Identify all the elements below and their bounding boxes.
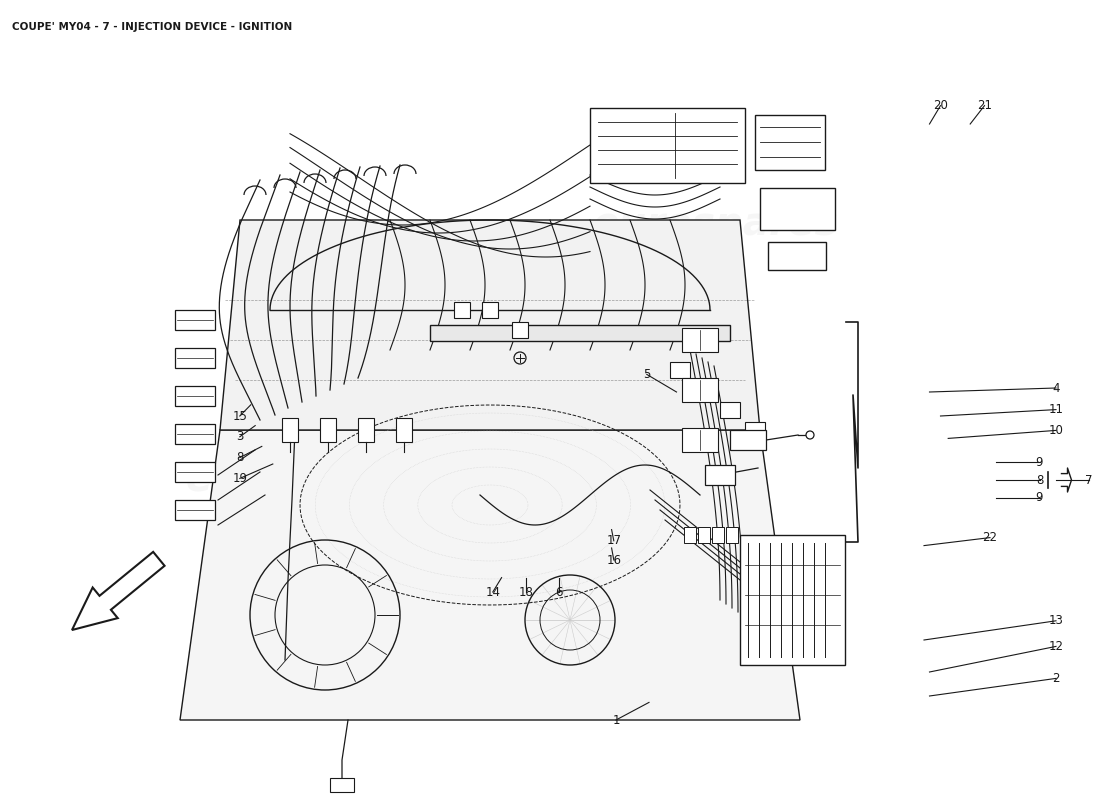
Text: 20: 20 [933, 99, 948, 112]
Bar [682, 328, 718, 352]
Bar [330, 778, 354, 792]
Text: 22: 22 [982, 531, 998, 544]
Text: 21: 21 [977, 99, 992, 112]
Text: eurospares: eurospares [592, 205, 838, 243]
Bar [175, 348, 214, 368]
Polygon shape [180, 430, 800, 720]
Bar [684, 527, 696, 543]
Bar [358, 418, 374, 442]
Text: 17: 17 [606, 534, 621, 547]
Bar [726, 527, 738, 543]
Bar [512, 322, 528, 338]
Bar [745, 422, 764, 438]
Bar [482, 302, 498, 318]
Text: 9: 9 [1036, 491, 1043, 504]
Circle shape [806, 431, 814, 439]
Bar [175, 386, 214, 406]
Text: 9: 9 [1036, 456, 1043, 469]
Text: 12: 12 [1048, 640, 1064, 653]
Bar [454, 302, 470, 318]
Text: 6: 6 [556, 586, 562, 598]
Text: 7: 7 [1086, 474, 1092, 486]
Bar [755, 115, 825, 170]
Bar [175, 500, 214, 520]
Text: 14: 14 [485, 586, 501, 598]
Bar [175, 310, 214, 330]
Text: 3: 3 [236, 430, 243, 443]
Bar [175, 462, 214, 482]
Bar [760, 188, 835, 230]
Bar [682, 378, 718, 402]
Text: 8: 8 [236, 451, 243, 464]
Text: eurospares: eurospares [185, 461, 431, 499]
Bar [705, 465, 735, 485]
Text: 13: 13 [1048, 614, 1064, 627]
Bar [730, 430, 766, 450]
Bar [682, 428, 718, 452]
Text: 5: 5 [644, 368, 650, 381]
Bar [430, 325, 730, 341]
Text: 19: 19 [232, 472, 248, 485]
Bar [695, 382, 715, 398]
Bar [768, 242, 826, 270]
Text: 10: 10 [1048, 424, 1064, 437]
Text: 15: 15 [232, 410, 248, 422]
Bar [590, 108, 745, 183]
Text: 16: 16 [606, 554, 621, 566]
Text: COUPE' MY04 - 7 - INJECTION DEVICE - IGNITION: COUPE' MY04 - 7 - INJECTION DEVICE - IGN… [12, 22, 293, 32]
Bar [320, 418, 336, 442]
Bar [740, 535, 845, 665]
Bar [698, 527, 710, 543]
Polygon shape [220, 220, 760, 430]
Text: 8: 8 [1036, 474, 1043, 486]
Text: 4: 4 [1053, 382, 1059, 394]
Bar [175, 424, 214, 444]
Bar [712, 527, 724, 543]
Text: 11: 11 [1048, 403, 1064, 416]
Bar [396, 418, 412, 442]
Bar [720, 402, 740, 418]
Text: 2: 2 [1053, 672, 1059, 685]
Text: 18: 18 [518, 586, 534, 598]
Text: 1: 1 [613, 714, 619, 726]
Bar [670, 362, 690, 378]
Bar [282, 418, 298, 442]
